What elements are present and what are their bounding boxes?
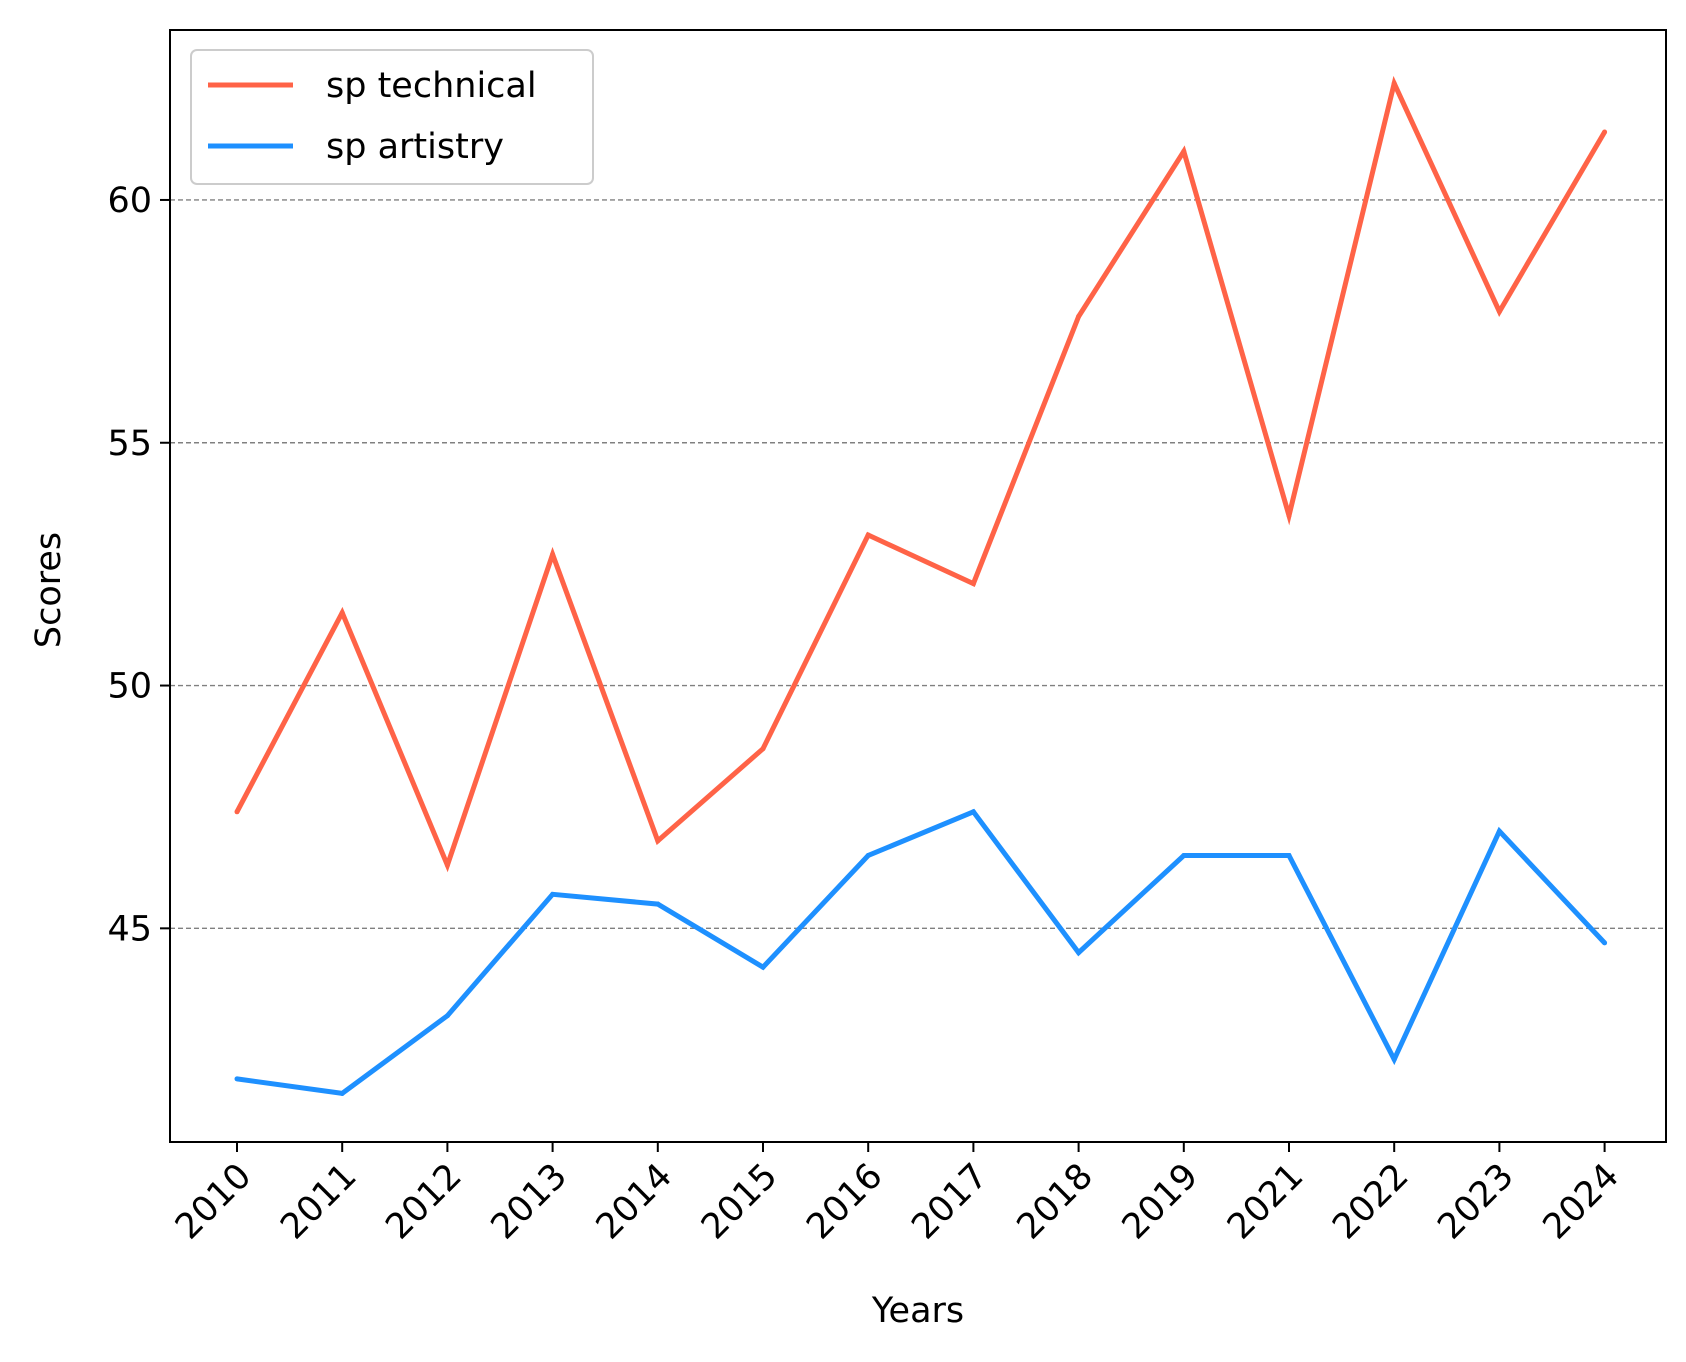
data-point-sp-technical-2010 <box>234 809 240 815</box>
data-point-sp-technical-2016 <box>865 532 871 538</box>
data-point-sp-technical-2011 <box>339 610 345 616</box>
y-tick-label-55: 55 <box>107 424 152 464</box>
data-point-sp-technical-2024 <box>1602 129 1608 135</box>
y-axis-label: Scores <box>29 532 69 648</box>
series-line-sp-artistry <box>236 808 1607 1097</box>
y-tick-label-60: 60 <box>107 181 152 221</box>
x-axis-label: Years <box>871 1291 964 1331</box>
data-point-sp-artistry-2010 <box>234 1076 240 1082</box>
data-point-sp-artistry-2019 <box>1181 853 1187 859</box>
legend-label-sp-technical: sp technical <box>326 66 537 106</box>
plot-area-frame <box>169 29 1667 1143</box>
data-point-sp-artistry-2022 <box>1391 1056 1397 1062</box>
data-point-sp-artistry-2024 <box>1602 940 1608 946</box>
data-point-sp-technical-2023 <box>1496 309 1502 315</box>
data-point-sp-technical-2014 <box>655 838 661 844</box>
legend-label-sp-artistry: sp artistry <box>326 127 504 167</box>
data-point-sp-technical-2013 <box>550 551 556 557</box>
data-point-sp-technical-2019 <box>1181 148 1187 154</box>
data-point-sp-artistry-2018 <box>1076 950 1082 956</box>
legend: sp technical sp artistry <box>190 49 594 185</box>
data-point-sp-artistry-2013 <box>550 891 556 897</box>
y-tick-label-45: 45 <box>107 909 152 949</box>
data-point-sp-artistry-2017 <box>970 809 976 815</box>
data-point-sp-artistry-2011 <box>339 1090 345 1096</box>
data-point-sp-technical-2018 <box>1076 313 1082 319</box>
y-tick-label-50: 50 <box>107 667 152 707</box>
data-point-sp-artistry-2012 <box>444 1013 450 1019</box>
data-point-sp-artistry-2016 <box>865 853 871 859</box>
data-point-sp-technical-2017 <box>970 581 976 587</box>
y-axis: 45 50 55 60 <box>107 181 170 949</box>
data-point-sp-technical-2015 <box>760 746 766 752</box>
series-line-sp-technical <box>234 75 1607 873</box>
data-point-sp-artistry-2015 <box>760 964 766 970</box>
gridlines <box>170 199 1666 930</box>
data-point-sp-artistry-2023 <box>1496 828 1502 834</box>
data-point-sp-technical-2012 <box>444 862 450 868</box>
data-point-sp-artistry-2014 <box>655 901 661 907</box>
data-point-sp-technical-2021 <box>1286 513 1292 519</box>
data-point-sp-artistry-2021 <box>1286 853 1292 859</box>
data-point-sp-technical-2022 <box>1391 80 1397 86</box>
series-lines <box>234 75 1608 1097</box>
